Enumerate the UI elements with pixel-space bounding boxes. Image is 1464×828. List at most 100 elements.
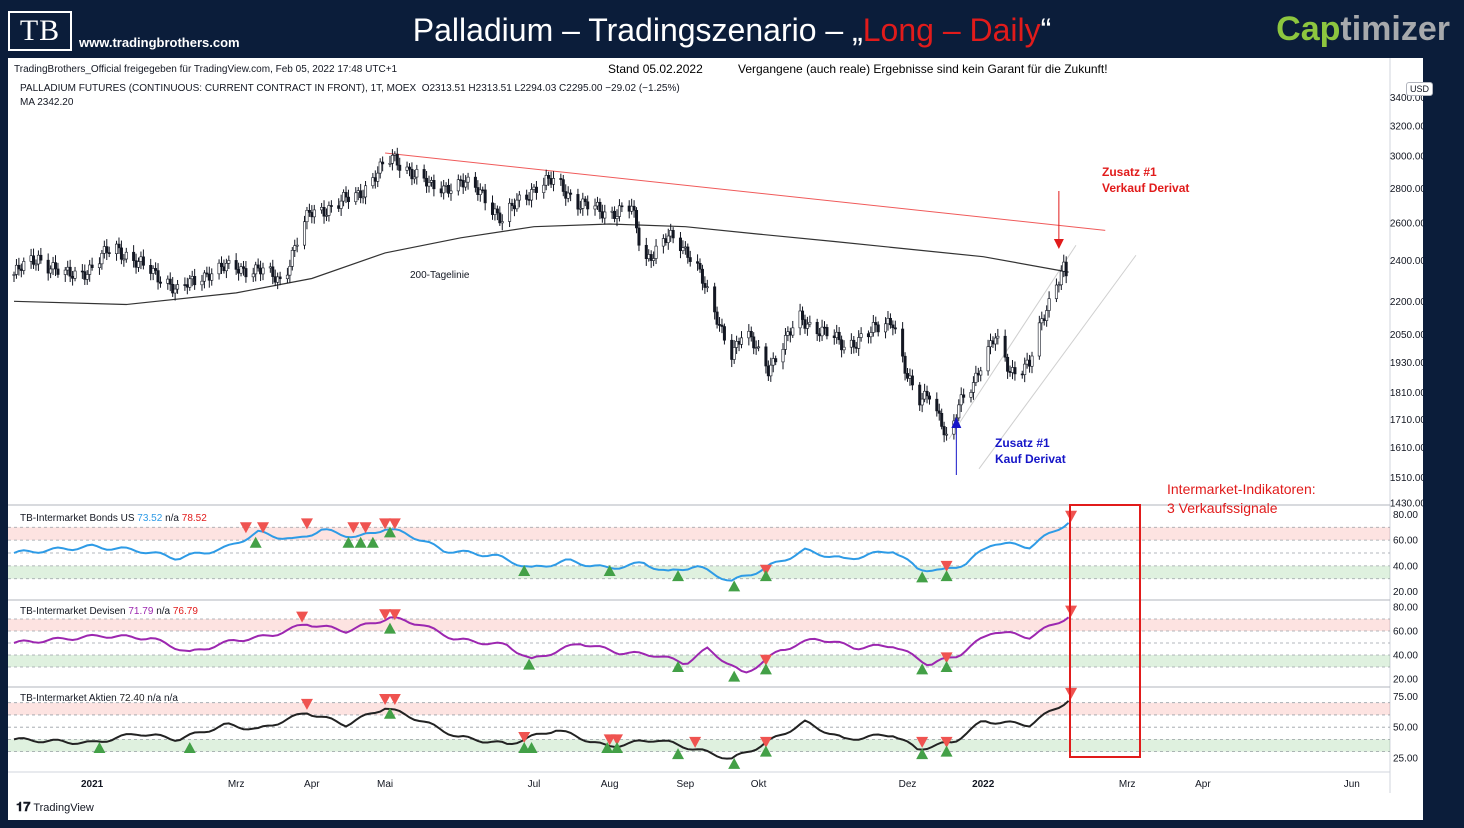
intermarket-annotation: Intermarket-Indikatoren: 3 Verkaufssignal… <box>1167 481 1316 516</box>
buy-signal-marker <box>759 570 772 582</box>
candle-body <box>969 392 973 398</box>
buy-signal-marker <box>523 658 536 670</box>
candle-body <box>825 327 829 337</box>
buy-signal-marker <box>342 536 355 548</box>
buy-signal-marker <box>940 570 953 582</box>
tradingview-logo[interactable]: 𝟏𝟕 TradingView <box>16 799 94 814</box>
candle-body <box>1006 356 1010 372</box>
candle-body <box>46 259 50 274</box>
candle-body <box>876 324 880 333</box>
candle-body <box>791 327 795 336</box>
candle-body <box>801 310 805 320</box>
candle-body <box>512 205 516 210</box>
candle-body <box>888 317 892 326</box>
candle-body <box>893 327 897 330</box>
y-tick-label: 1510.00 <box>1390 473 1423 484</box>
candle-body <box>815 321 819 335</box>
buy-signal-marker <box>728 670 741 682</box>
candle-body <box>859 333 863 338</box>
candle-body <box>361 196 365 199</box>
y-tick-label: 2050.00 <box>1390 330 1423 341</box>
buy-signal-marker <box>249 536 262 548</box>
buy-signal-marker <box>759 745 772 757</box>
indicator-value: n/a <box>164 693 178 704</box>
candle-body <box>903 355 907 374</box>
candle-body <box>1020 373 1024 376</box>
buy-signal-marker <box>916 571 929 583</box>
candle-body <box>273 276 277 283</box>
candle-body <box>532 186 536 190</box>
indicator-value: 73.52 <box>137 513 165 524</box>
candle-body <box>376 172 380 182</box>
candle-body <box>251 273 255 278</box>
buy-signal-marker <box>610 741 623 753</box>
sell-signal-marker <box>347 522 360 534</box>
candle-body <box>874 322 878 326</box>
candle-body <box>569 192 573 195</box>
y-tick-label: 3200.00 <box>1390 121 1423 132</box>
candle-body <box>278 276 282 280</box>
sell-signal-marker <box>940 736 953 748</box>
candle-body <box>991 340 995 345</box>
candle-body <box>615 216 619 219</box>
candle-body <box>29 255 33 262</box>
ma-legend[interactable]: MA 2342.20 <box>20 97 74 108</box>
candle-body <box>783 335 787 350</box>
candle-body <box>508 202 512 222</box>
candle-body <box>254 264 258 275</box>
y-tick-label: 1430.00 <box>1390 499 1423 510</box>
candle-body <box>849 339 853 348</box>
candle-body <box>854 346 858 349</box>
sell-signal-marker <box>257 522 270 534</box>
disclaimer: Vergangene (auch reale) Ergebnisse sind … <box>738 62 1108 76</box>
candle-body <box>786 331 790 336</box>
candle-body <box>923 390 927 400</box>
candle-body <box>68 266 72 277</box>
x-tick-label: Mai <box>377 779 393 790</box>
candle-body <box>595 201 599 207</box>
candle-body <box>671 230 675 239</box>
candle-body <box>88 264 92 275</box>
candle-body <box>237 269 241 274</box>
candle-body <box>388 162 392 165</box>
chart-svg[interactable]: 1430.00 1510.00 1610.00 1710.00 1810.00 1930.… <box>8 58 1423 820</box>
candle-body <box>798 310 802 329</box>
candle-body <box>66 266 70 271</box>
candle-body <box>866 333 870 338</box>
candle-body <box>115 243 119 254</box>
buy-signal-marker <box>728 757 741 769</box>
candle-body <box>410 168 414 180</box>
candle-body <box>891 324 895 329</box>
candle-body <box>610 210 614 213</box>
candle-body <box>429 180 433 183</box>
candle-body <box>747 330 751 339</box>
candle-body <box>22 261 26 271</box>
candle-body <box>637 227 641 246</box>
candle-body <box>393 153 397 156</box>
symbol-legend[interactable]: PALLADIUM FUTURES (CONTINUOUS: CURRENT C… <box>20 83 680 94</box>
candle-body <box>459 179 463 181</box>
candle-body <box>256 264 260 269</box>
x-tick-label: Jul <box>528 779 541 790</box>
candle-body <box>654 245 658 259</box>
candle-body <box>205 272 209 275</box>
candle-body <box>1064 261 1068 277</box>
candle-body <box>945 433 949 436</box>
candle-body <box>635 209 639 229</box>
candle-body <box>735 341 739 348</box>
candle-body <box>83 271 87 280</box>
currency-badge[interactable]: USD <box>1406 82 1434 96</box>
candle-body <box>71 275 75 279</box>
candle-body <box>378 161 382 174</box>
candle-body <box>698 263 702 270</box>
candle-body <box>534 186 538 193</box>
candle-body <box>818 333 822 337</box>
candle-body <box>415 169 419 178</box>
sell-signal-marker <box>610 734 623 746</box>
candle-body <box>227 260 231 264</box>
candle-body <box>769 364 773 377</box>
candle-body <box>481 189 485 192</box>
y-tick-label: 2600.00 <box>1390 219 1423 230</box>
chart-panel[interactable]: 1430.00 1510.00 1610.00 1710.00 1810.00 1930.… <box>8 58 1434 820</box>
